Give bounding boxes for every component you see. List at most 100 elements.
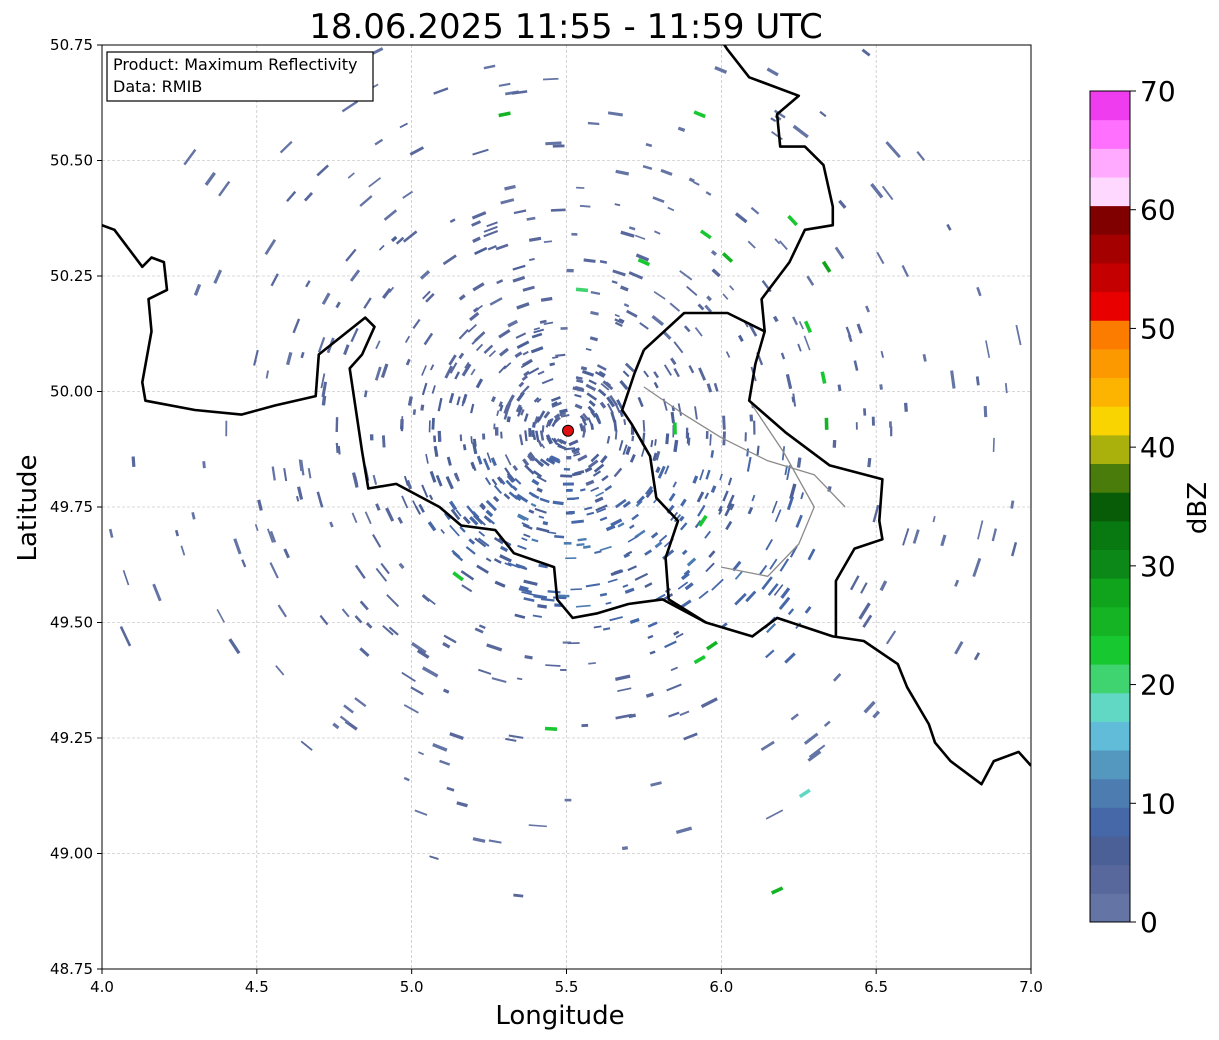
- echo-cell: [804, 606, 812, 614]
- echo-cell: [677, 581, 689, 590]
- echo-cell: [673, 341, 684, 354]
- echo-cell: [582, 545, 591, 549]
- echo-cell: [696, 491, 705, 503]
- echo-cell: [581, 369, 595, 377]
- echo-cell: [523, 579, 538, 586]
- echo-cell: [975, 376, 980, 386]
- echo-cell: [345, 248, 357, 262]
- colorbar-band: [1090, 406, 1130, 436]
- echo-cell: [710, 485, 717, 494]
- echo-cell: [581, 425, 587, 433]
- echo-cell: [382, 624, 394, 636]
- echo-cell: [790, 713, 799, 721]
- echo-cell: [664, 640, 677, 649]
- echo-cell: [401, 495, 409, 509]
- echo-cell: [992, 437, 995, 453]
- echo-cell: [749, 414, 754, 422]
- echo-cell: [431, 417, 435, 430]
- echo-cell: [533, 328, 545, 334]
- echo-cell: [462, 444, 467, 451]
- echo-cell: [543, 410, 551, 419]
- echo-cell: [321, 292, 331, 305]
- echo-cell: [680, 498, 687, 507]
- echo-cell: [490, 396, 496, 403]
- echo-cell: [614, 403, 621, 414]
- echo-cell: [477, 537, 490, 547]
- echo-cell: [269, 562, 279, 579]
- border-belgium-germany: [722, 45, 835, 332]
- echo-cell: [521, 375, 529, 382]
- echo-cell: [710, 450, 715, 458]
- echo-cell: [530, 346, 544, 354]
- echo-cell: [734, 592, 747, 606]
- echo-cell: [613, 419, 618, 432]
- echo-cell: [428, 420, 431, 433]
- echo-cell: [635, 253, 650, 262]
- border-belgium-luxembourg: [643, 311, 884, 637]
- echo-cell: [750, 206, 760, 215]
- echo-cell: [668, 711, 680, 718]
- echo-cell: [879, 384, 883, 390]
- echo-cell: [359, 195, 373, 207]
- echo-cell: [275, 665, 285, 676]
- echo-cell: [973, 652, 981, 661]
- echo-cell: [606, 396, 616, 408]
- echo-cell: [517, 513, 529, 521]
- echo-cell: [699, 469, 705, 481]
- echo-cell: [977, 520, 984, 540]
- echo-cell: [613, 569, 622, 575]
- echo-cell: [627, 565, 637, 572]
- echo-cell: [655, 466, 661, 474]
- echo-cell: [531, 430, 535, 438]
- echo-cell: [474, 537, 487, 548]
- echo-cell: [321, 395, 327, 406]
- echo-cell: [599, 260, 608, 264]
- colorbar-band: [1090, 377, 1130, 407]
- echo-cell: [645, 485, 654, 496]
- echo-cell: [770, 117, 777, 123]
- colorbar-bands: [1090, 91, 1130, 923]
- echo-cell: [479, 503, 486, 511]
- echo-cell: [500, 431, 503, 439]
- echo-cell: [705, 431, 709, 439]
- echo-cell: [654, 450, 661, 461]
- echo-cell: [425, 292, 435, 303]
- echo-cell: [780, 352, 786, 360]
- echo-cell-strong: [798, 788, 811, 799]
- echo-cell: [439, 433, 442, 441]
- echo-cell: [265, 370, 270, 379]
- echo-cell: [605, 601, 612, 605]
- echo-cell: [705, 469, 711, 480]
- echo-cell: [402, 190, 414, 199]
- y-tick-label: 49.00: [50, 845, 93, 863]
- echo-cell: [559, 411, 567, 417]
- echo-cell: [606, 403, 614, 414]
- echo-cell: [264, 238, 277, 256]
- echo-cell: [771, 500, 778, 514]
- echo-cell: [283, 468, 288, 482]
- echo-cell: [375, 567, 388, 582]
- echo-cell: [566, 268, 574, 273]
- echo-cell: [607, 111, 623, 117]
- echo-cell: [686, 557, 697, 567]
- echo-cell: [853, 360, 859, 371]
- echo-cell-strong: [673, 422, 677, 435]
- echo-cell: [374, 366, 382, 381]
- echo-cell: [427, 521, 437, 532]
- echo-cell: [472, 236, 481, 243]
- echo-cell: [568, 510, 575, 515]
- echo-cell: [849, 575, 860, 591]
- echo-cell: [697, 303, 705, 311]
- echo-cell: [412, 409, 417, 415]
- echo-cell: [784, 465, 788, 476]
- echo-cell: [954, 579, 960, 587]
- echo-cell: [503, 362, 512, 370]
- echo-cell: [520, 360, 533, 369]
- echo-cell: [722, 293, 729, 300]
- echo-cell: [832, 673, 842, 682]
- echo-cell: [433, 445, 439, 457]
- echo-cell: [335, 442, 339, 453]
- echo-cell: [475, 378, 484, 389]
- echo-cell: [551, 418, 558, 428]
- echo-cell: [546, 436, 552, 445]
